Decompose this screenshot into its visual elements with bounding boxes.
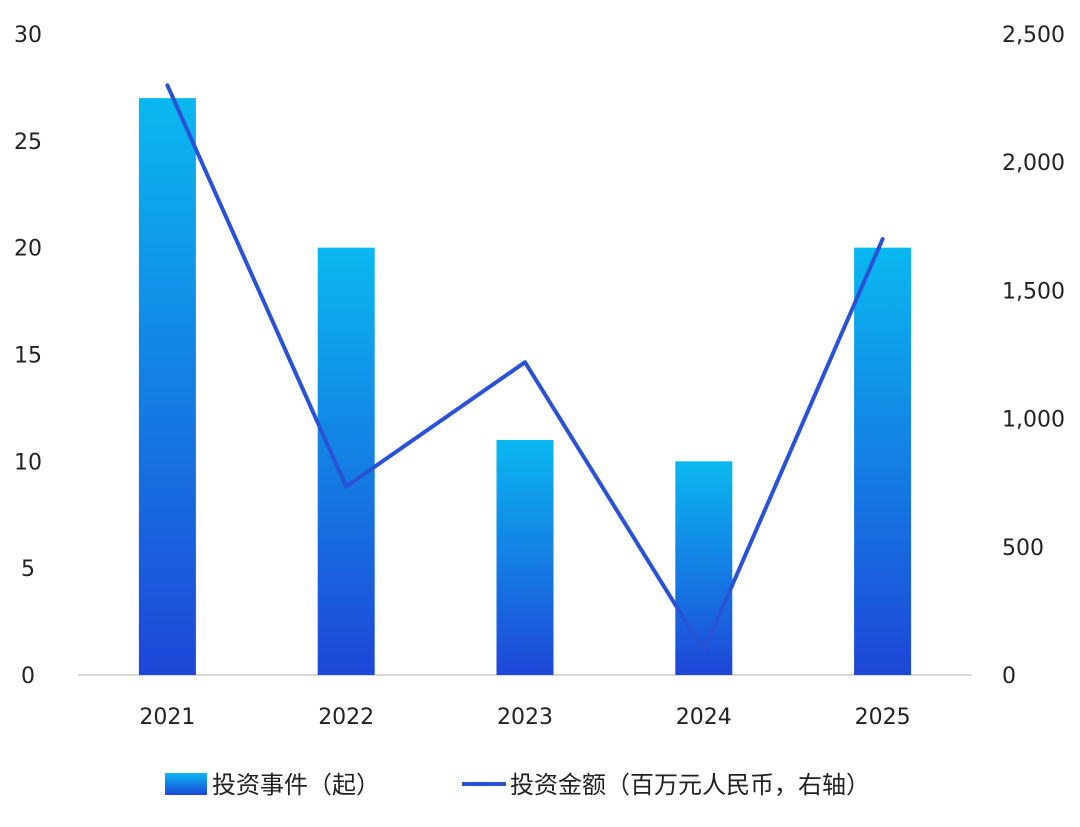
- legend-bar-swatch: [165, 773, 207, 795]
- left-tick-label: 15: [14, 344, 42, 369]
- left-tick-label: 25: [14, 130, 42, 155]
- right-axis-ticks: 0 500 1,000 1,500 2,000 2,500: [1002, 23, 1065, 689]
- left-axis-ticks: 0 5 10 15 20 25 30: [14, 23, 42, 689]
- x-tick-label: 2024: [676, 705, 732, 730]
- right-tick-label: 500: [1002, 536, 1044, 561]
- legend-bar-label: 投资事件（起）: [212, 771, 380, 799]
- left-tick-label: 5: [21, 557, 35, 582]
- bar-2024: [675, 461, 733, 675]
- bar-series: [138, 98, 912, 676]
- x-tick-label: 2025: [855, 705, 911, 730]
- bar-2023: [496, 439, 554, 675]
- legend: 投资事件（起） 投资金额（百万元人民币，右轴）: [165, 771, 870, 799]
- line-series: [165, 83, 885, 653]
- right-tick-label: 0: [1002, 664, 1016, 689]
- x-tick-label: 2023: [497, 705, 553, 730]
- legend-line-label: 投资金额（百万元人民币，右轴）: [510, 771, 870, 799]
- right-tick-label: 1,500: [1002, 279, 1065, 304]
- left-tick-label: 10: [14, 450, 42, 475]
- left-tick-label: 20: [14, 237, 42, 262]
- x-tick-label: 2022: [318, 705, 374, 730]
- left-tick-label: 30: [14, 23, 42, 48]
- bar-2021: [138, 98, 196, 676]
- bar-2022: [317, 247, 375, 675]
- right-tick-label: 1,000: [1002, 408, 1065, 433]
- right-tick-label: 2,000: [1002, 151, 1065, 176]
- right-tick-label: 2,500: [1002, 23, 1065, 48]
- left-tick-label: 0: [21, 664, 35, 689]
- x-tick-label: 2021: [139, 705, 195, 730]
- x-axis-labels: 2021 2022 2023 2024 2025: [139, 705, 910, 730]
- bar-2025: [854, 247, 912, 675]
